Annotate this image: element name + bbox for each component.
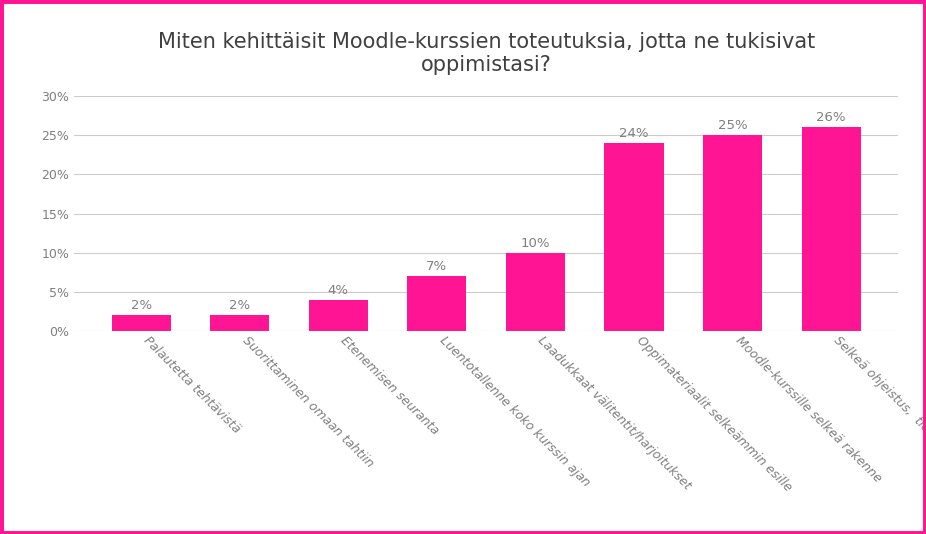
Title: Miten kehittäisit Moodle-kurssien toteutuksia, jotta ne tukisivat
oppimistasi?: Miten kehittäisit Moodle-kurssien toteut… <box>157 32 815 75</box>
Bar <box>506 253 565 331</box>
Bar <box>111 316 170 331</box>
Text: 2%: 2% <box>131 299 152 312</box>
Text: 10%: 10% <box>520 237 550 249</box>
Text: 25%: 25% <box>718 119 747 132</box>
Bar <box>802 128 861 331</box>
Text: 2%: 2% <box>229 299 250 312</box>
Text: 24%: 24% <box>619 127 649 140</box>
Bar <box>308 300 368 331</box>
Text: 7%: 7% <box>426 260 447 273</box>
Text: 4%: 4% <box>328 284 349 296</box>
Bar <box>407 276 467 331</box>
Bar <box>210 316 269 331</box>
Text: 26%: 26% <box>817 111 846 124</box>
Bar <box>703 135 762 331</box>
Bar <box>605 143 664 331</box>
